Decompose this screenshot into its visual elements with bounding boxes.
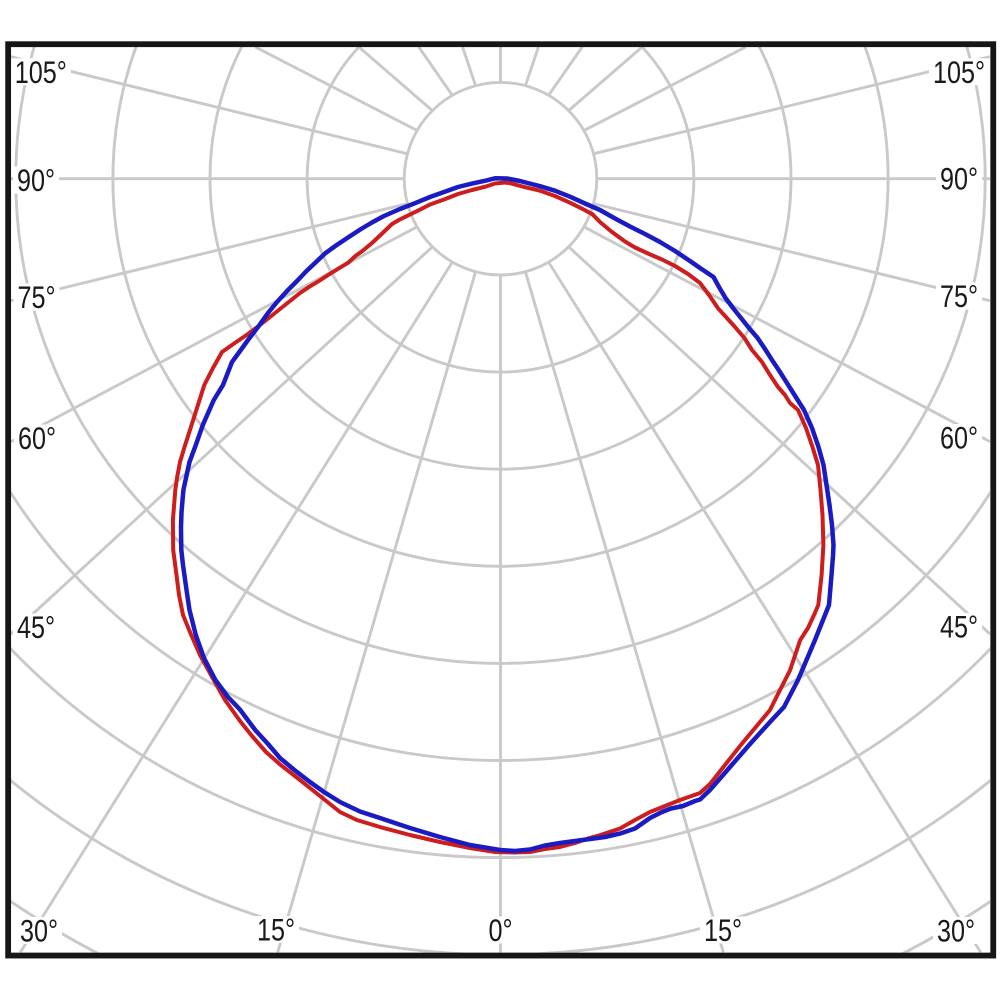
svg-text:60°: 60° <box>940 421 978 456</box>
svg-text:30°: 30° <box>937 914 975 949</box>
svg-text:105°: 105° <box>933 55 985 90</box>
svg-text:15°: 15° <box>704 913 742 948</box>
svg-text:45°: 45° <box>17 610 55 645</box>
svg-text:105°: 105° <box>15 55 67 90</box>
svg-text:60°: 60° <box>18 421 56 456</box>
svg-text:30°: 30° <box>20 914 58 949</box>
svg-text:0°: 0° <box>488 913 512 948</box>
svg-text:15°: 15° <box>257 913 295 948</box>
svg-text:75°: 75° <box>940 279 978 314</box>
svg-text:90°: 90° <box>940 162 978 197</box>
svg-text:75°: 75° <box>17 280 55 315</box>
svg-text:45°: 45° <box>940 610 978 645</box>
svg-text:90°: 90° <box>17 163 55 198</box>
